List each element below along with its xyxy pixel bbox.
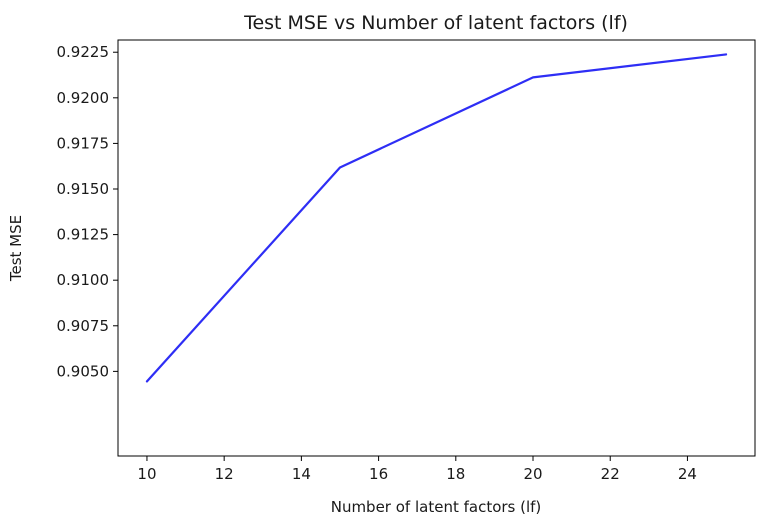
series-layer — [145, 53, 728, 383]
chart-title: Test MSE vs Number of latent factors (lf… — [243, 12, 628, 34]
y-tick-label: 0.9200 — [57, 89, 110, 107]
x-tick-label: 16 — [369, 465, 388, 483]
x-tick-label: 24 — [678, 465, 697, 483]
x-tick-label: 12 — [215, 465, 234, 483]
x-tick-label: 20 — [523, 465, 542, 483]
y-tick-label: 0.9150 — [57, 180, 110, 198]
y-axis-label: Test MSE — [7, 215, 25, 282]
x-axis-label: Number of latent factors (lf) — [331, 498, 542, 516]
y-tick-label: 0.9075 — [57, 317, 110, 335]
x-tick-label: 10 — [137, 465, 156, 483]
y-tick-label: 0.9225 — [57, 43, 110, 61]
series-line — [145, 53, 728, 383]
x-tick-label: 18 — [446, 465, 465, 483]
y-tick-label: 0.9100 — [57, 271, 110, 289]
plot-frame — [117, 39, 756, 457]
ticks-layer: 10 12 14 16 18 20 22 24 0.9050 0.9075 0.9100 0.9125… — [57, 43, 697, 483]
y-tick-label: 0.9050 — [57, 362, 110, 380]
y-tick-label: 0.9175 — [57, 134, 110, 152]
x-tick-label: 22 — [601, 465, 620, 483]
x-tick-label: 14 — [292, 465, 311, 483]
y-tick-label: 0.9125 — [57, 226, 110, 244]
